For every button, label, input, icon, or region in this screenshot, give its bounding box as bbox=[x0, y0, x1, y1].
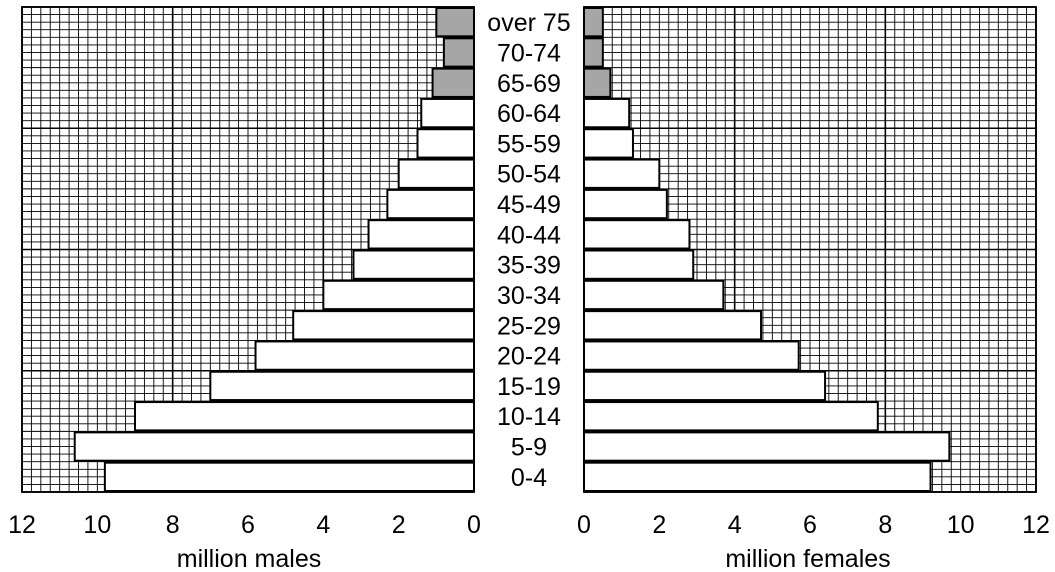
male-bar bbox=[367, 219, 475, 250]
left-x-tick-labels: 12 10 8 6 4 2 0 bbox=[8, 511, 481, 539]
male-bar bbox=[73, 431, 475, 462]
female-bar bbox=[583, 340, 800, 371]
age-group-label: 35-39 bbox=[497, 252, 561, 280]
right-x-tick-label: 4 bbox=[728, 511, 742, 539]
male-bar bbox=[292, 310, 476, 341]
age-group-label: 60-64 bbox=[497, 100, 561, 128]
male-bar bbox=[386, 188, 475, 220]
right-x-tick-label: 12 bbox=[1022, 511, 1050, 539]
female-bar bbox=[583, 7, 604, 38]
left-x-tick-label: 0 bbox=[467, 511, 481, 539]
female-bar bbox=[583, 219, 691, 250]
left-x-tick-label: 8 bbox=[166, 511, 180, 539]
age-group-label: 45-49 bbox=[497, 191, 561, 219]
male-bar bbox=[103, 461, 475, 492]
age-group-label: 5-9 bbox=[511, 434, 547, 462]
age-group-label: 55-59 bbox=[497, 130, 561, 158]
male-bar bbox=[134, 401, 475, 432]
male-bar bbox=[397, 158, 475, 189]
female-bar bbox=[583, 401, 879, 432]
female-bar bbox=[583, 188, 668, 220]
female-bar bbox=[583, 37, 604, 68]
age-group-label: 65-69 bbox=[497, 70, 561, 98]
female-bar bbox=[583, 67, 612, 98]
female-bars bbox=[583, 7, 951, 492]
male-bar bbox=[254, 340, 475, 371]
age-group-label: over 75 bbox=[487, 9, 570, 37]
female-bar bbox=[583, 128, 634, 159]
right-x-tick-label: 2 bbox=[652, 511, 666, 539]
right-x-tick-label: 6 bbox=[803, 511, 817, 539]
male-bar bbox=[435, 7, 476, 38]
female-bar bbox=[583, 249, 695, 280]
left-x-tick-label: 6 bbox=[241, 511, 255, 539]
left-x-tick-label: 12 bbox=[8, 511, 36, 539]
right-x-tick-label: 10 bbox=[947, 511, 975, 539]
female-bar bbox=[583, 97, 631, 129]
age-group-label: 20-24 bbox=[497, 343, 561, 371]
male-bar bbox=[416, 128, 475, 159]
male-bar bbox=[322, 279, 476, 311]
female-bar bbox=[583, 279, 725, 311]
right-x-tick-label: 0 bbox=[577, 511, 591, 539]
age-group-label: 0-4 bbox=[511, 464, 547, 492]
male-bar bbox=[209, 370, 475, 402]
female-bar bbox=[583, 370, 827, 402]
male-bars bbox=[73, 7, 476, 492]
right-x-tick-labels: 0 2 4 6 8 10 12 bbox=[577, 511, 1050, 539]
right-x-tick-label: 8 bbox=[878, 511, 892, 539]
left-x-tick-label: 10 bbox=[83, 511, 111, 539]
male-bar bbox=[352, 249, 476, 280]
right-x-axis-label: million females bbox=[725, 545, 890, 572]
left-x-tick-label: 4 bbox=[316, 511, 330, 539]
left-x-axis-label: million males bbox=[177, 545, 321, 572]
male-bar bbox=[420, 97, 475, 129]
female-bar bbox=[583, 461, 932, 492]
female-bar bbox=[583, 310, 763, 341]
age-group-label: 40-44 bbox=[497, 221, 561, 249]
male-bar bbox=[442, 37, 476, 68]
male-bar bbox=[431, 67, 476, 98]
female-bar bbox=[583, 431, 951, 462]
left-x-tick-label: 2 bbox=[392, 511, 406, 539]
age-group-label: 25-29 bbox=[497, 312, 561, 340]
age-group-label: 70-74 bbox=[497, 39, 561, 67]
age-group-label: 10-14 bbox=[497, 403, 561, 431]
female-bar bbox=[583, 158, 661, 189]
age-group-label: 50-54 bbox=[497, 161, 561, 189]
age-group-label: 15-19 bbox=[497, 373, 561, 401]
age-group-label: 30-34 bbox=[497, 282, 561, 310]
